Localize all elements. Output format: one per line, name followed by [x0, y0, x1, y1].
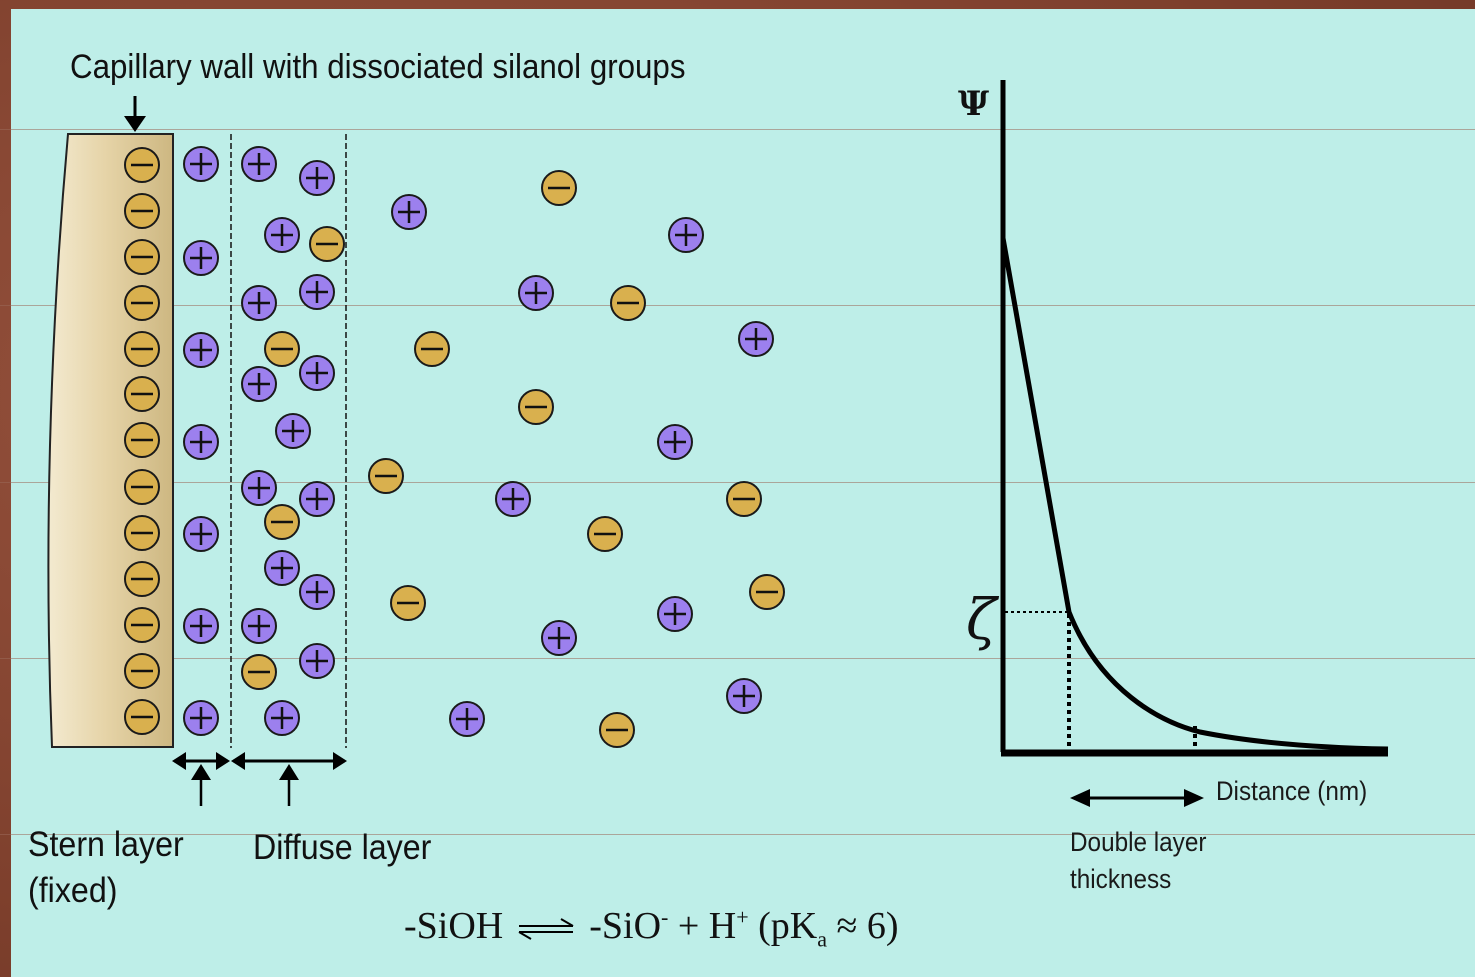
anion-ion	[587, 516, 623, 552]
anion-ion	[541, 170, 577, 206]
cation-ion	[657, 424, 693, 460]
cation-ion	[518, 275, 554, 311]
stern-layer-label: Stern layer (fixed)	[28, 822, 184, 914]
diffuse-layer-label: Diffuse layer	[253, 828, 432, 867]
background-rule	[0, 834, 1475, 835]
potential-curve	[1000, 237, 1389, 752]
equation-silanolate: -SiO	[589, 905, 662, 947]
cation-ion	[299, 274, 335, 310]
equation-subscript: a	[817, 926, 828, 952]
cation-ion	[668, 217, 704, 253]
cation-ion	[183, 332, 219, 368]
thickness-arrow	[1070, 789, 1204, 807]
equilibrium-arrow-icon	[518, 918, 574, 941]
cation-ion	[275, 413, 311, 449]
wall-silanol-ion	[124, 193, 160, 229]
cation-ion	[299, 160, 335, 196]
anion-ion	[264, 504, 300, 540]
distance-axis-label: Distance (nm)	[1216, 776, 1368, 806]
anion-ion	[414, 331, 450, 367]
wall-silanol-ion	[124, 607, 160, 643]
cation-ion	[299, 481, 335, 517]
anion-ion	[518, 389, 554, 425]
cation-ion	[241, 285, 277, 321]
cation-ion	[299, 643, 335, 679]
wall-silanol-ion	[124, 147, 160, 183]
cation-ion	[183, 424, 219, 460]
wall-silanol-ion	[124, 285, 160, 321]
wall-pointer-arrow	[124, 96, 146, 132]
cation-ion	[541, 620, 577, 656]
cation-ion	[495, 481, 531, 517]
psi-symbol: Ψ	[958, 84, 990, 124]
cation-ion	[241, 366, 277, 402]
wall-silanol-ion	[124, 331, 160, 367]
cation-ion	[391, 194, 427, 230]
equation-charge-plus: +	[736, 904, 749, 930]
cation-ion	[264, 550, 300, 586]
dissociation-equation: -SiOH -SiO- + H+ (pKa ≈ 6)	[404, 904, 899, 953]
anion-ion	[368, 458, 404, 494]
anion-ion	[390, 585, 426, 621]
anion-ion	[309, 226, 345, 262]
anion-ion	[599, 712, 635, 748]
equation-proton: + H	[668, 905, 737, 947]
cation-ion	[299, 355, 335, 391]
background-rule	[0, 305, 1475, 306]
equation-value: ≈ 6)	[827, 905, 899, 947]
background-rule	[0, 658, 1475, 659]
cation-ion	[183, 516, 219, 552]
cation-ion	[264, 217, 300, 253]
equation-pka: (pK	[748, 905, 818, 947]
cation-ion	[264, 700, 300, 736]
stern-label-line-1: Stern layer	[28, 825, 184, 864]
potential-graph	[1000, 80, 1389, 807]
cation-ion	[738, 321, 774, 357]
cation-ion	[183, 608, 219, 644]
thickness-label-line-1: Double layer	[1070, 827, 1207, 857]
equation-charge-minus: -	[661, 904, 669, 930]
wall-silanol-ion	[124, 653, 160, 689]
diffuse-span-arrow	[231, 752, 347, 770]
stern-label-line-2: (fixed)	[28, 871, 118, 910]
wall-silanol-ion	[124, 561, 160, 597]
wall-silanol-ion	[124, 422, 160, 458]
cation-ion	[241, 470, 277, 506]
wall-silanol-ion	[124, 515, 160, 551]
cation-ion	[726, 678, 762, 714]
equation-left: -SiOH	[404, 905, 504, 947]
diffuse-pointer-arrow	[279, 764, 299, 806]
cation-ion	[449, 701, 485, 737]
double-layer-thickness-label: Double layer thickness	[1070, 824, 1206, 898]
wall-silanol-ion	[124, 469, 160, 505]
wall-silanol-ion	[124, 239, 160, 275]
background-rule	[0, 129, 1475, 130]
cation-ion	[241, 608, 277, 644]
cation-ion	[241, 146, 277, 182]
wall-silanol-ion	[124, 699, 160, 735]
anion-ion	[264, 331, 300, 367]
cation-ion	[183, 240, 219, 276]
wall-silanol-ion	[124, 376, 160, 412]
thickness-label-line-2: thickness	[1070, 864, 1172, 894]
ion-layer	[124, 146, 785, 748]
cation-ion	[657, 596, 693, 632]
anion-ion	[749, 574, 785, 610]
anion-ion	[241, 654, 277, 690]
cation-ion	[183, 700, 219, 736]
wall-caption: Capillary wall with dissociated silanol …	[70, 48, 686, 86]
anion-ion	[610, 285, 646, 321]
stern-pointer-arrow	[191, 764, 211, 806]
cation-ion	[299, 574, 335, 610]
zeta-symbol: ζ	[966, 588, 997, 653]
cation-ion	[183, 146, 219, 182]
stern-span-arrow	[172, 752, 230, 770]
anion-ion	[726, 481, 762, 517]
